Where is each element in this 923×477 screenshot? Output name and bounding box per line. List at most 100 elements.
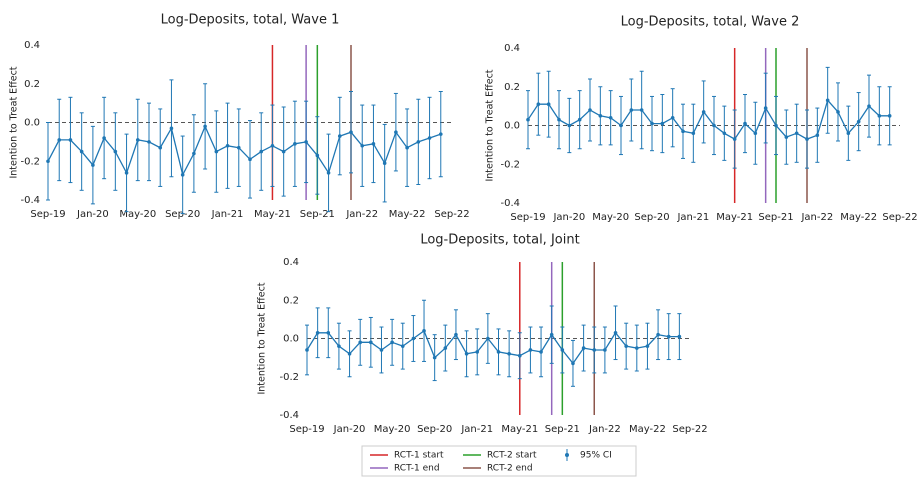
data-point: [856, 119, 861, 124]
x-tick-label: May-20: [374, 424, 411, 435]
series-line: [47, 124, 442, 177]
y-axis-label: Intention to Treat Effect: [9, 66, 20, 178]
y-tick-label: 0.2: [283, 295, 299, 306]
x-tick-label: Sep-20: [165, 209, 200, 220]
data-point: [225, 143, 230, 148]
x-tick-label: Sep-19: [510, 212, 545, 223]
series: [526, 66, 892, 169]
data-point: [379, 348, 384, 352]
x-tick-label: Jan-20: [76, 209, 109, 220]
data-point: [371, 142, 376, 146]
data-point: [416, 140, 421, 144]
y-tick-label: 0.4: [504, 43, 520, 54]
legend-label: RCT-2 start: [487, 451, 537, 461]
data-point: [645, 344, 650, 348]
chart-title: Log-Deposits, total, Joint: [420, 233, 579, 248]
x-tick-label: Sep-21: [758, 212, 793, 223]
data-point: [382, 161, 387, 165]
x-tick-label: May-21: [254, 209, 291, 220]
x-tick-label: Jan-21: [211, 209, 244, 220]
y-tick-label: -0.4: [279, 410, 299, 421]
data-point: [560, 348, 565, 352]
data-point: [180, 173, 185, 177]
series: [46, 79, 443, 215]
data-point: [536, 102, 541, 106]
data-point: [203, 124, 207, 129]
data-point: [701, 110, 706, 114]
data-point: [784, 135, 789, 139]
data-point: [825, 98, 830, 103]
data-point: [666, 334, 671, 339]
data-point: [124, 171, 129, 175]
x-tick-label: Sep-22: [434, 209, 469, 220]
data-point: [360, 143, 365, 148]
data-point: [464, 352, 469, 356]
data-point: [369, 340, 373, 345]
x-tick-label: May-22: [629, 424, 666, 435]
x-tick-label: Jan-21: [460, 424, 493, 435]
x-tick-label: May-21: [501, 424, 538, 435]
data-point: [629, 108, 634, 112]
data-point: [326, 171, 331, 175]
data-point: [567, 123, 572, 128]
data-point: [147, 140, 151, 144]
legend-label: RCT-1 end: [394, 464, 440, 474]
x-tick-label: May-21: [716, 212, 753, 223]
data-point: [581, 346, 586, 350]
data-point: [613, 330, 618, 335]
y-tick-label: -0.2: [20, 156, 40, 167]
data-point: [135, 138, 140, 142]
data-point: [624, 344, 628, 348]
x-tick-label: Sep-19: [289, 424, 324, 435]
data-point: [639, 108, 644, 112]
data-point: [887, 114, 892, 118]
data-point: [400, 344, 405, 348]
x-tick-label: Sep-21: [300, 209, 335, 220]
y-axis-label: Intention to Treat Effect: [257, 282, 268, 394]
data-point: [774, 123, 778, 128]
data-point: [259, 149, 264, 154]
data-point: [68, 138, 73, 142]
x-tick-label: Sep-20: [634, 212, 669, 223]
data-point: [337, 344, 341, 348]
data-point: [46, 159, 50, 164]
data-point: [326, 330, 331, 335]
data-point: [394, 130, 398, 134]
data-point: [305, 348, 309, 352]
data-point: [113, 149, 118, 154]
y-tick-label: 0.0: [283, 334, 299, 345]
data-point: [722, 131, 727, 136]
data-point: [577, 117, 582, 122]
y-tick-label: -0.4: [20, 195, 40, 206]
data-point: [526, 117, 530, 122]
x-tick-label: Jan-22: [588, 424, 621, 435]
y-axis-label: Intention to Treat Effect: [485, 69, 496, 181]
data-point: [281, 149, 286, 154]
x-tick-label: Jan-20: [333, 424, 366, 435]
data-point: [670, 115, 675, 120]
x-tick-label: Jan-21: [676, 212, 709, 223]
y-tick-label: 0.0: [24, 118, 40, 129]
data-point: [763, 106, 768, 110]
data-point: [743, 121, 747, 126]
data-point: [248, 157, 252, 162]
y-tick-label: 0.2: [504, 82, 520, 93]
data-point: [660, 121, 665, 126]
data-point: [867, 104, 871, 108]
data-point: [681, 129, 685, 134]
data-point: [438, 132, 443, 136]
data-point: [753, 131, 758, 136]
y-tick-label: 0.2: [24, 79, 40, 90]
y-tick-label: -0.2: [279, 372, 299, 383]
data-point: [443, 346, 448, 350]
data-point: [214, 149, 219, 154]
legend-swatch: [565, 453, 569, 457]
chart-title: Log-Deposits, total, Wave 2: [621, 15, 800, 30]
data-point: [619, 123, 623, 128]
data-point: [192, 151, 196, 156]
data-point: [877, 114, 882, 118]
x-tick-label: May-22: [840, 212, 877, 223]
x-tick-label: Sep-19: [30, 209, 65, 220]
data-point: [390, 340, 394, 345]
